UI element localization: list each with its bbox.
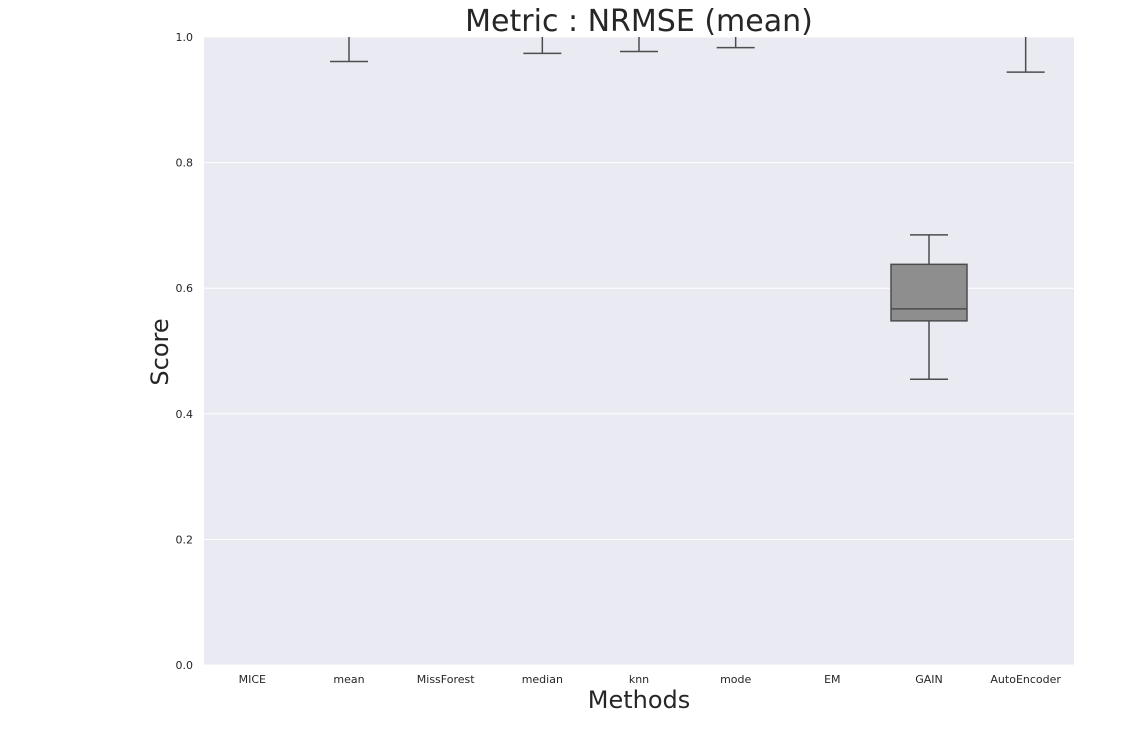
y-tick-label: 0.4 [176, 408, 194, 421]
y-tick-label: 0.2 [176, 533, 194, 546]
x-tick-label: MissForest [417, 673, 475, 686]
box-plots [330, 37, 1045, 381]
x-tick-label: MICE [239, 673, 266, 686]
iqr-box [890, 263, 968, 322]
x-tick-label: AutoEncoder [990, 673, 1061, 686]
y-tick-label: 1.0 [176, 31, 194, 44]
chart-title: Metric : NRMSE (mean) [465, 4, 813, 39]
box-GAIN [890, 234, 968, 381]
y-tick-label: 0.8 [176, 157, 194, 170]
y-axis-label: Score [146, 318, 174, 385]
x-axis-label: Methods [588, 686, 691, 714]
x-tick-label: knn [629, 673, 649, 686]
box-median [523, 37, 562, 55]
y-tick-label: 0.6 [176, 282, 194, 295]
y-tick-labels: 0.0 0.2 0.4 0.6 0.8 1.0 [176, 31, 194, 672]
x-tick-labels: MICE mean MissForest median knn mode EM GAIN Aut… [239, 673, 1062, 686]
x-tick-label: mean [333, 673, 364, 686]
x-tick-label: GAIN [915, 673, 943, 686]
box-mode [716, 37, 755, 49]
box-mean [330, 37, 368, 63]
box-AutoEncoder [1006, 37, 1045, 73]
x-tick-label: mode [720, 673, 751, 686]
x-tick-label: EM [824, 673, 840, 686]
y-tick-label: 0.0 [176, 659, 194, 672]
box-knn [620, 37, 658, 53]
plot-background [204, 37, 1074, 665]
x-tick-label: median [522, 673, 563, 686]
